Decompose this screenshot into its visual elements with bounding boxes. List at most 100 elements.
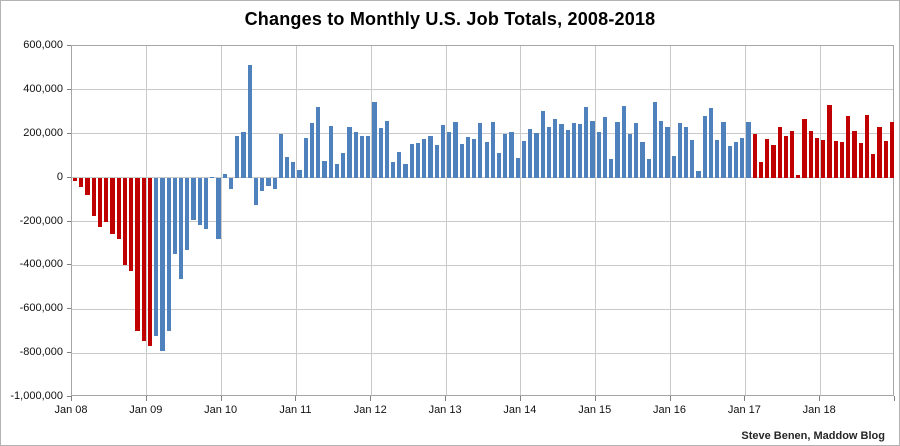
x-gridline — [520, 46, 522, 395]
source-credit: Steve Benen, Maddow Blog — [741, 430, 885, 442]
x-gridline — [595, 46, 597, 395]
bar-2013-10 — [503, 133, 508, 178]
bar-2013-04 — [465, 137, 471, 178]
bar-2011-08 — [341, 153, 346, 178]
y-axis-tick — [67, 88, 71, 90]
bar-2008-08 — [116, 177, 121, 239]
bar-2012-03 — [384, 120, 389, 178]
bar-2008-07 — [110, 177, 115, 234]
x-axis-tick-label: Jan 15 — [578, 404, 612, 416]
bar-2012-11 — [434, 144, 439, 178]
bar-2015-05 — [621, 106, 626, 178]
x-axis-tick-label: Jan 10 — [204, 404, 238, 416]
x-axis-tick-label: Jan 16 — [653, 404, 687, 416]
bar-2011-11 — [359, 135, 365, 178]
bar-2013-03 — [459, 143, 464, 178]
bar-2018-02 — [827, 105, 832, 178]
y-axis-tick-label: 400,000 — [23, 82, 63, 95]
x-axis-tick — [519, 396, 521, 401]
chart-title: Changes to Monthly U.S. Job Totals, 2008… — [244, 9, 656, 29]
bar-2008-05 — [97, 177, 103, 227]
x-gridline — [295, 46, 297, 395]
bar-2017-12 — [814, 137, 820, 178]
y-gridline — [72, 177, 893, 179]
bar-2014-04 — [540, 110, 545, 178]
y-axis-tick — [67, 352, 71, 354]
x-axis-tick — [594, 396, 596, 401]
bar-2010-08 — [266, 177, 271, 187]
bar-2008-09 — [122, 177, 128, 265]
bar-2016-01 — [671, 156, 676, 178]
x-gridline — [744, 46, 746, 395]
bar-2009-01 — [147, 177, 153, 347]
bar-2010-04 — [241, 131, 246, 178]
bar-2015-01 — [596, 131, 601, 178]
bar-2013-08 — [490, 122, 495, 178]
bar-2015-03 — [609, 158, 614, 178]
y-axis-tick — [67, 176, 71, 178]
x-gridline — [370, 46, 372, 395]
bar-2015-10 — [652, 101, 658, 178]
bar-2017-10 — [802, 119, 807, 178]
bar-2008-01 — [73, 177, 78, 181]
bar-2008-06 — [104, 177, 109, 222]
bar-2008-10 — [129, 177, 134, 272]
bar-2017-07 — [783, 135, 788, 178]
bar-2011-09 — [347, 127, 352, 178]
x-gridline — [670, 46, 672, 395]
bar-2012-10 — [428, 135, 433, 178]
bar-2013-02 — [453, 121, 458, 178]
x-axis-tick — [220, 396, 222, 401]
bar-2015-11 — [659, 120, 664, 178]
bar-2012-02 — [378, 128, 383, 178]
y-gridline — [72, 89, 893, 91]
y-axis-tick — [67, 132, 71, 134]
bar-2014-07 — [559, 124, 564, 178]
bar-2011-03 — [309, 122, 315, 178]
bar-2017-01 — [746, 121, 751, 178]
bar-2010-12 — [291, 161, 296, 178]
bar-2018-04 — [839, 141, 845, 178]
y-gridline — [72, 352, 893, 354]
bar-2009-12 — [216, 177, 221, 240]
bar-2013-09 — [496, 152, 502, 178]
bar-2014-11 — [584, 107, 589, 178]
bar-2017-11 — [808, 130, 813, 178]
bar-2018-05 — [846, 115, 851, 178]
bar-2016-03 — [684, 127, 689, 178]
x-axis-tick-label: Jan 09 — [129, 404, 163, 416]
bar-2008-02 — [79, 177, 84, 188]
bar-2008-12 — [141, 177, 146, 342]
bar-2010-10 — [278, 133, 283, 178]
bar-2014-10 — [578, 124, 583, 178]
bar-2011-04 — [316, 107, 321, 178]
x-axis-tick — [295, 396, 297, 401]
y-axis-tick-label: 0 — [56, 170, 63, 183]
bar-2016-07 — [708, 108, 714, 178]
bar-2010-03 — [235, 135, 240, 178]
x-axis-tick-label: Jan 11 — [279, 404, 312, 416]
x-axis-tick — [744, 396, 746, 401]
bar-2016-05 — [696, 170, 701, 178]
bar-2015-07 — [634, 123, 639, 178]
y-axis-tick-label: -800,000 — [19, 346, 63, 359]
bar-2017-05 — [771, 144, 776, 178]
x-axis-tick-label: Jan 13 — [428, 404, 462, 416]
bar-2009-07 — [185, 177, 190, 251]
bar-2018-01 — [821, 139, 826, 178]
bar-2014-06 — [553, 119, 558, 178]
bar-2009-10 — [203, 177, 209, 230]
bar-2016-08 — [715, 139, 720, 178]
bar-2015-04 — [615, 121, 620, 178]
y-axis-tick-label: -400,000 — [19, 258, 63, 271]
x-axis-tick-label: Jan 08 — [54, 404, 88, 416]
bar-2013-11 — [509, 131, 514, 178]
y-axis-tick — [67, 45, 71, 46]
y-axis-tick — [67, 220, 71, 222]
bar-2012-04 — [390, 162, 396, 178]
bar-2015-12 — [665, 127, 670, 178]
y-axis-tick-label: -600,000 — [19, 302, 63, 315]
bar-2017-06 — [777, 126, 782, 178]
bar-2018-06 — [852, 131, 857, 178]
